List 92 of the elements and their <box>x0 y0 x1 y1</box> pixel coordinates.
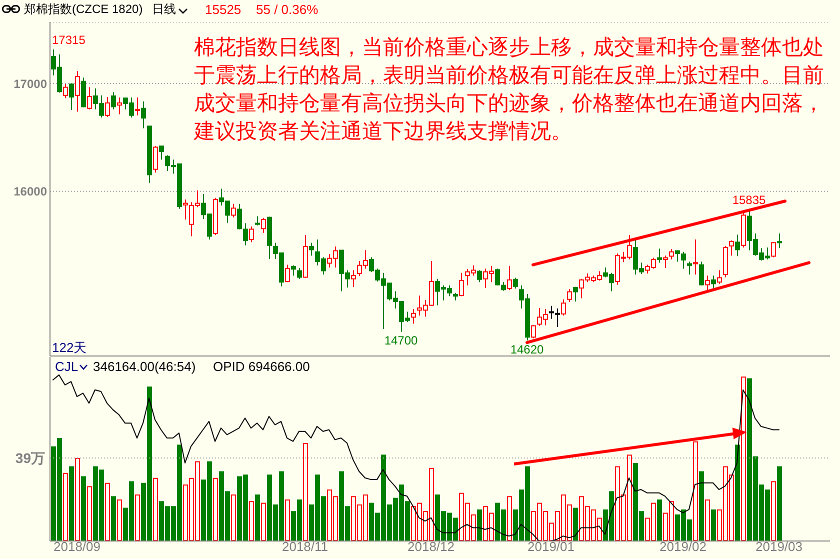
candlestick <box>297 268 302 280</box>
bar <box>87 486 92 541</box>
bar <box>735 444 740 541</box>
candlestick <box>411 308 416 324</box>
text: CJL <box>55 359 78 374</box>
candlestick <box>693 238 698 276</box>
annotation: 14700 <box>384 334 418 348</box>
candlestick <box>669 248 674 260</box>
bar <box>303 443 308 541</box>
candlestick <box>351 270 356 288</box>
candlestick <box>141 100 146 129</box>
bar <box>477 509 482 541</box>
chart-title: 郑棉指数(CZCE 1820) <box>24 2 143 16</box>
bar <box>69 466 74 541</box>
bar <box>255 494 260 541</box>
candlestick <box>153 146 158 174</box>
bar <box>573 508 578 541</box>
candlestick <box>261 217 266 234</box>
candlestick <box>771 242 776 258</box>
candlestick <box>75 70 80 112</box>
bar <box>111 496 116 541</box>
bar <box>711 509 716 541</box>
candlestick <box>309 242 314 256</box>
bar <box>63 472 68 541</box>
candlestick <box>735 234 740 257</box>
candlestick <box>663 255 668 269</box>
x-tick-label: 2019/02 <box>660 539 706 554</box>
candlestick <box>69 83 74 110</box>
candlestick <box>573 286 578 302</box>
candlestick <box>705 275 710 291</box>
bar <box>75 458 80 541</box>
text: 346164.00(46:54) <box>93 359 196 374</box>
candlestick <box>63 84 68 99</box>
x-tick-label: 2019/01 <box>528 539 574 554</box>
candlestick <box>507 265 512 291</box>
bar <box>699 471 704 541</box>
bar <box>657 499 662 541</box>
candlestick <box>513 277 518 290</box>
bar <box>261 502 266 541</box>
candlestick <box>729 240 734 256</box>
bar <box>249 501 254 541</box>
candlestick <box>477 270 482 283</box>
candlestick <box>285 264 290 283</box>
candlestick <box>255 216 260 226</box>
candlestick <box>699 261 704 286</box>
annotation: 15835 <box>732 193 766 208</box>
x-tick-label: 2019/03 <box>756 539 802 554</box>
x-tick-label: 2018/09 <box>54 539 100 554</box>
candlestick <box>87 86 92 110</box>
candlestick <box>561 298 566 316</box>
bar <box>285 499 290 541</box>
bar <box>693 441 698 541</box>
annotation: 14620 <box>510 342 544 356</box>
candlestick <box>657 248 662 264</box>
text: 15525 <box>205 2 242 17</box>
chart-subtitle: 日线 <box>152 2 176 16</box>
x-tick-label: 2018/12 <box>408 539 454 554</box>
ref-line-label: 39万 <box>15 450 45 466</box>
candlestick <box>105 96 110 118</box>
candlestick <box>291 264 296 276</box>
y-tick-label: 17000 <box>14 76 48 91</box>
candlestick <box>777 233 782 249</box>
candlestick <box>717 270 722 284</box>
bar <box>81 476 86 541</box>
candlestick <box>231 203 236 218</box>
bar <box>771 481 776 541</box>
candlestick <box>459 272 464 297</box>
bar <box>135 494 140 541</box>
candlestick <box>159 145 164 160</box>
bar <box>153 478 158 541</box>
text: OPID 694666.00 <box>213 359 310 374</box>
candlestick <box>117 97 122 115</box>
candlestick <box>111 92 116 110</box>
y-tick-label: 16000 <box>14 184 48 199</box>
candlestick <box>567 288 572 303</box>
x-tick-label: 2018/11 <box>282 539 328 554</box>
annotation: 122天 <box>52 340 87 355</box>
candlestick <box>135 97 140 116</box>
bar <box>507 496 512 541</box>
text: 55 / 0.36% <box>256 2 318 17</box>
candlestick <box>687 261 692 276</box>
candlestick <box>711 275 716 290</box>
annotation: 17315 <box>52 33 86 47</box>
bar <box>213 478 218 541</box>
bar <box>231 494 236 541</box>
annotation: 棉花指数日线图，当前价格重心逐步上移，成交量和持仓量整体也处于震荡上行的格局，表明当前价格极有可能在反弹上涨过程中。目前成交量和持仓量有高位拐头向下的迹象，价格整体也在通道内回落，建议投资者关注通道下边界线支撑情况。 <box>194 35 825 145</box>
candlestick <box>531 324 536 339</box>
bar <box>117 499 122 541</box>
bar <box>777 466 782 541</box>
bar <box>105 482 110 541</box>
bar <box>705 499 710 541</box>
candlestick <box>249 226 254 243</box>
